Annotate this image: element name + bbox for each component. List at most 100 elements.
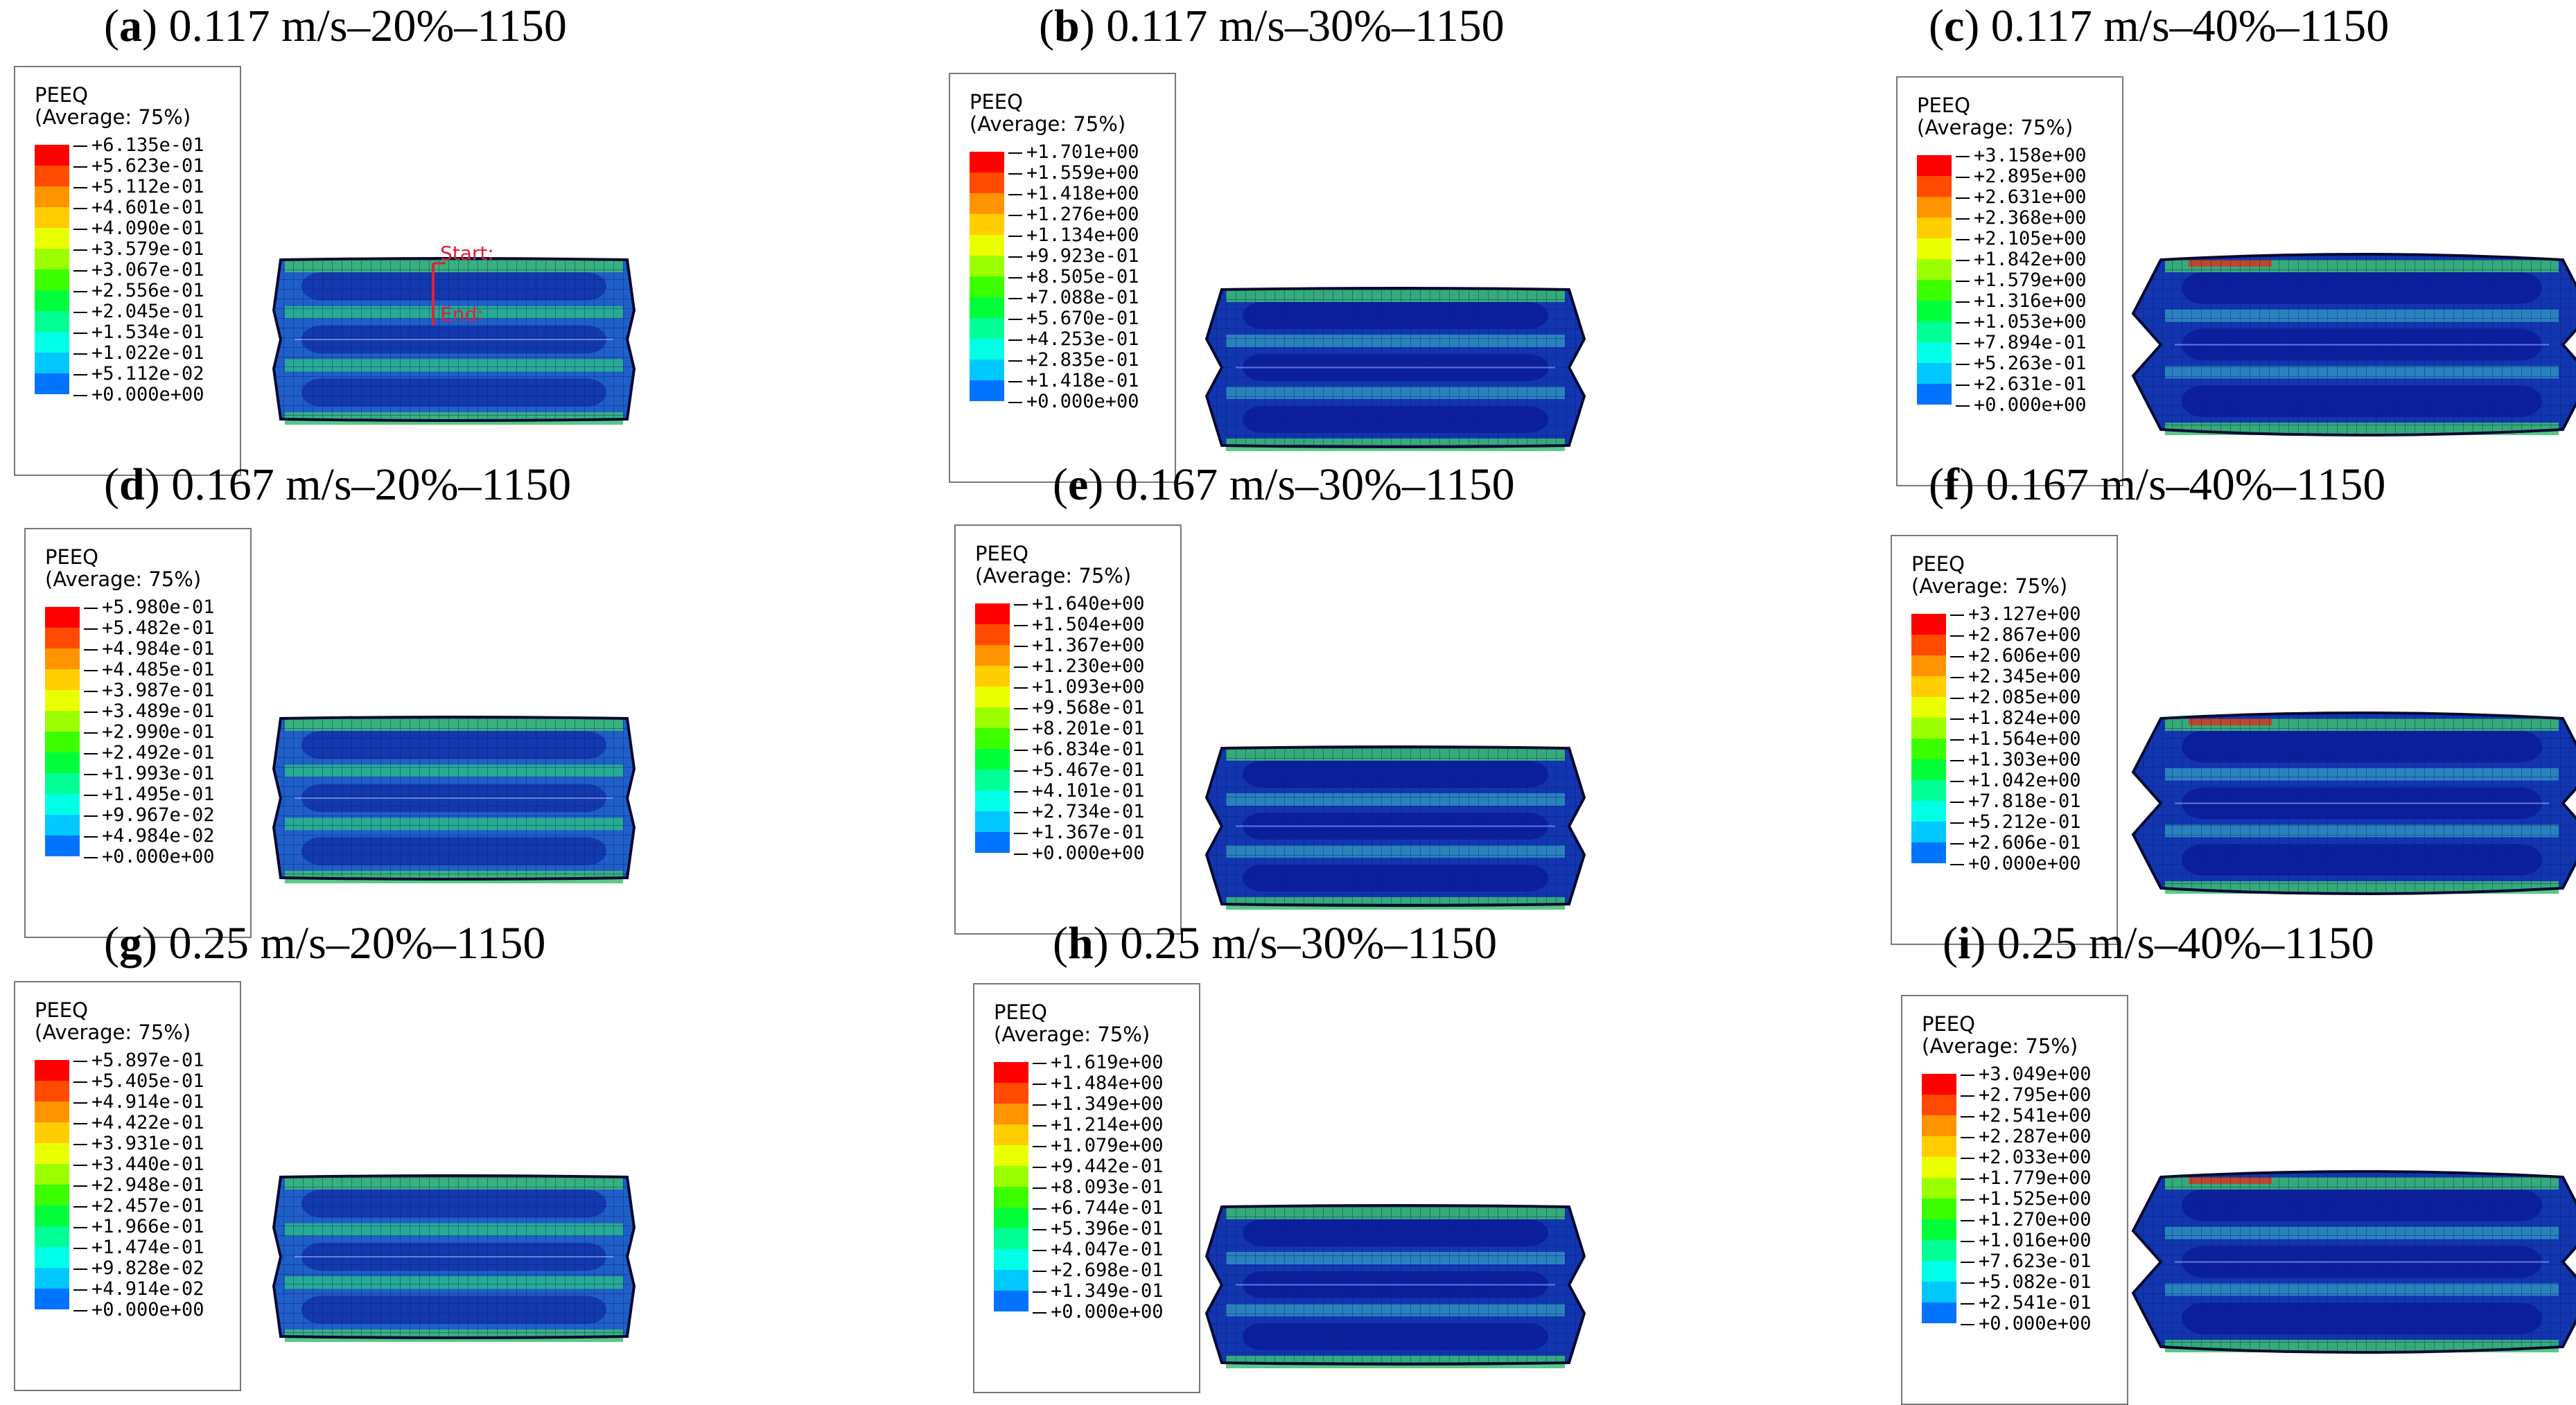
color-swatch (1911, 739, 1946, 759)
legend-tick-label: +9.568e-01 (1011, 698, 1145, 718)
annotation-start-label: Start: (440, 242, 494, 265)
color-swatch (45, 669, 80, 690)
legend-tick-label: +2.541e+00 (1958, 1106, 2092, 1126)
deformed-model-e (1204, 745, 1586, 910)
panel-condition: 0.117 m/s–20%–1150 (157, 1, 567, 51)
color-swatch (35, 1205, 69, 1226)
color-swatch (975, 832, 1010, 853)
color-swatch (35, 1247, 69, 1268)
color-swatch (35, 269, 69, 290)
legend-tick-label: +1.779e+00 (1958, 1168, 2092, 1189)
legend-ticks: +1.640e+00 +1.504e+00 +1.367e+00 +1.230e+00… (1011, 594, 1145, 864)
color-swatch (1922, 1302, 1956, 1323)
legend-tick-label: +4.914e-01 (71, 1092, 204, 1113)
legend-ticks: +1.701e+00 +1.559e+00 +1.418e+00 +1.276e+00… (1006, 142, 1139, 412)
contour-panel-b: (b) 0.117 m/s–30%–1150 PEEQ (Average: 75%… (859, 0, 1717, 483)
legend-tick-label: +4.422e-01 (71, 1113, 204, 1133)
legend-tick-label: +2.835e-01 (1006, 350, 1139, 371)
legend-tick-label: +2.045e-01 (71, 301, 204, 322)
legend-tick-label: +1.053e+00 (1953, 312, 2087, 333)
color-swatch (994, 1166, 1028, 1187)
legend-tick-label: +5.263e-01 (1953, 353, 2087, 374)
color-swatch (1917, 280, 1952, 301)
legend-tick-label: +3.931e-01 (71, 1133, 204, 1154)
legend-tick-label: +1.640e+00 (1011, 594, 1145, 615)
color-swatch (975, 707, 1010, 728)
color-swatch (45, 732, 80, 752)
contour-legend: PEEQ (Average: 75%) +5.980e-01 +5.482e-01 +… (24, 528, 252, 938)
legend-tick-label: +8.505e-01 (1006, 267, 1139, 288)
legend-tick-label: +5.897e-01 (71, 1050, 204, 1071)
legend-tick-label: +5.082e-01 (1958, 1272, 2092, 1293)
legend-tick-label: +5.112e-02 (71, 364, 204, 385)
legend-tick-label: +5.670e-01 (1006, 308, 1139, 329)
color-swatch (35, 1226, 69, 1247)
legend-tick-label: +9.967e-02 (81, 805, 215, 826)
legend-tick-label: +9.442e-01 (1030, 1156, 1164, 1177)
legend-tick-label: +2.033e+00 (1958, 1147, 2092, 1168)
panel-letter: d (119, 459, 145, 510)
color-swatch (1917, 301, 1952, 321)
panel-letter: g (119, 918, 142, 969)
legend-tick-label: +2.541e-01 (1958, 1293, 2092, 1314)
color-swatch (1911, 635, 1946, 655)
color-swatch (994, 1083, 1028, 1104)
legend-tick-label: +1.349e-01 (1030, 1281, 1164, 1302)
color-bar (994, 1062, 1028, 1311)
legend-tick-label: +1.230e+00 (1011, 656, 1145, 677)
legend-tick-label: +1.276e+00 (1006, 204, 1139, 225)
color-swatch (975, 603, 1010, 624)
color-swatch (35, 228, 69, 249)
legend-tick-label: +0.000e+00 (1006, 391, 1139, 412)
legend-tick-label: +1.559e+00 (1006, 163, 1139, 184)
deformed-model-h (1204, 1204, 1586, 1368)
color-swatch (1922, 1240, 1956, 1261)
legend-tick-label: +2.606e+00 (1947, 646, 2081, 666)
legend-tick-label: +2.556e-01 (71, 281, 204, 301)
legend-tick-label: +1.993e-01 (81, 763, 215, 784)
legend-tick-label: +1.619e+00 (1030, 1052, 1164, 1073)
color-swatch (1922, 1282, 1956, 1302)
legend-tick-label: +1.016e+00 (1958, 1230, 2092, 1251)
legend-title: PEEQ (Average: 75%) (35, 83, 191, 129)
legend-tick-label: +1.842e+00 (1953, 249, 2087, 270)
legend-title: PEEQ (Average: 75%) (35, 998, 191, 1044)
color-swatch (1911, 842, 1946, 863)
color-bar (35, 145, 69, 394)
legend-tick-label: +9.828e-02 (71, 1258, 204, 1279)
color-swatch (994, 1145, 1028, 1166)
color-swatch (1917, 259, 1952, 280)
contour-panel-c: (c) 0.117 m/s–40%–1150 PEEQ (Average: 75%… (1717, 0, 2576, 486)
color-swatch (35, 145, 69, 166)
color-bar (975, 603, 1010, 853)
color-swatch (35, 353, 69, 373)
panel-letter: a (119, 1, 142, 51)
color-bar (45, 607, 80, 856)
legend-tick-label: +8.201e-01 (1011, 718, 1145, 739)
color-swatch (35, 1143, 69, 1164)
panel-condition: 0.167 m/s–20%–1150 (159, 459, 572, 510)
color-bar (970, 152, 1004, 401)
legend-title: PEEQ (Average: 75%) (1922, 1012, 2078, 1058)
legend-tick-label: +5.212e-01 (1947, 812, 2081, 833)
color-swatch (1917, 321, 1952, 342)
panel-title: (i) 0.25 m/s–40%–1150 (1943, 918, 2374, 969)
contour-legend: PEEQ (Average: 75%) +1.701e+00 +1.559e+00 +… (949, 73, 1176, 483)
color-swatch (975, 770, 1010, 790)
panel-condition: 0.117 m/s–40%–1150 (1979, 1, 2390, 51)
legend-tick-label: +1.270e+00 (1958, 1210, 2092, 1230)
color-swatch (1922, 1095, 1956, 1115)
color-swatch (35, 1060, 69, 1081)
legend-tick-label: +3.158e+00 (1953, 145, 2087, 166)
panel-letter: f (1943, 459, 1959, 510)
color-bar (1917, 155, 1952, 405)
legend-tick-label: +1.022e-01 (71, 343, 204, 364)
color-swatch (975, 790, 1010, 811)
legend-tick-label: +2.948e-01 (71, 1175, 204, 1196)
color-swatch (1917, 342, 1952, 363)
panel-title: (f) 0.167 m/s–40%–1150 (1929, 459, 2386, 510)
color-swatch (970, 380, 1004, 401)
color-swatch (35, 311, 69, 332)
color-swatch (1911, 676, 1946, 697)
panel-condition: 0.25 m/s–30%–1150 (1108, 918, 1498, 969)
